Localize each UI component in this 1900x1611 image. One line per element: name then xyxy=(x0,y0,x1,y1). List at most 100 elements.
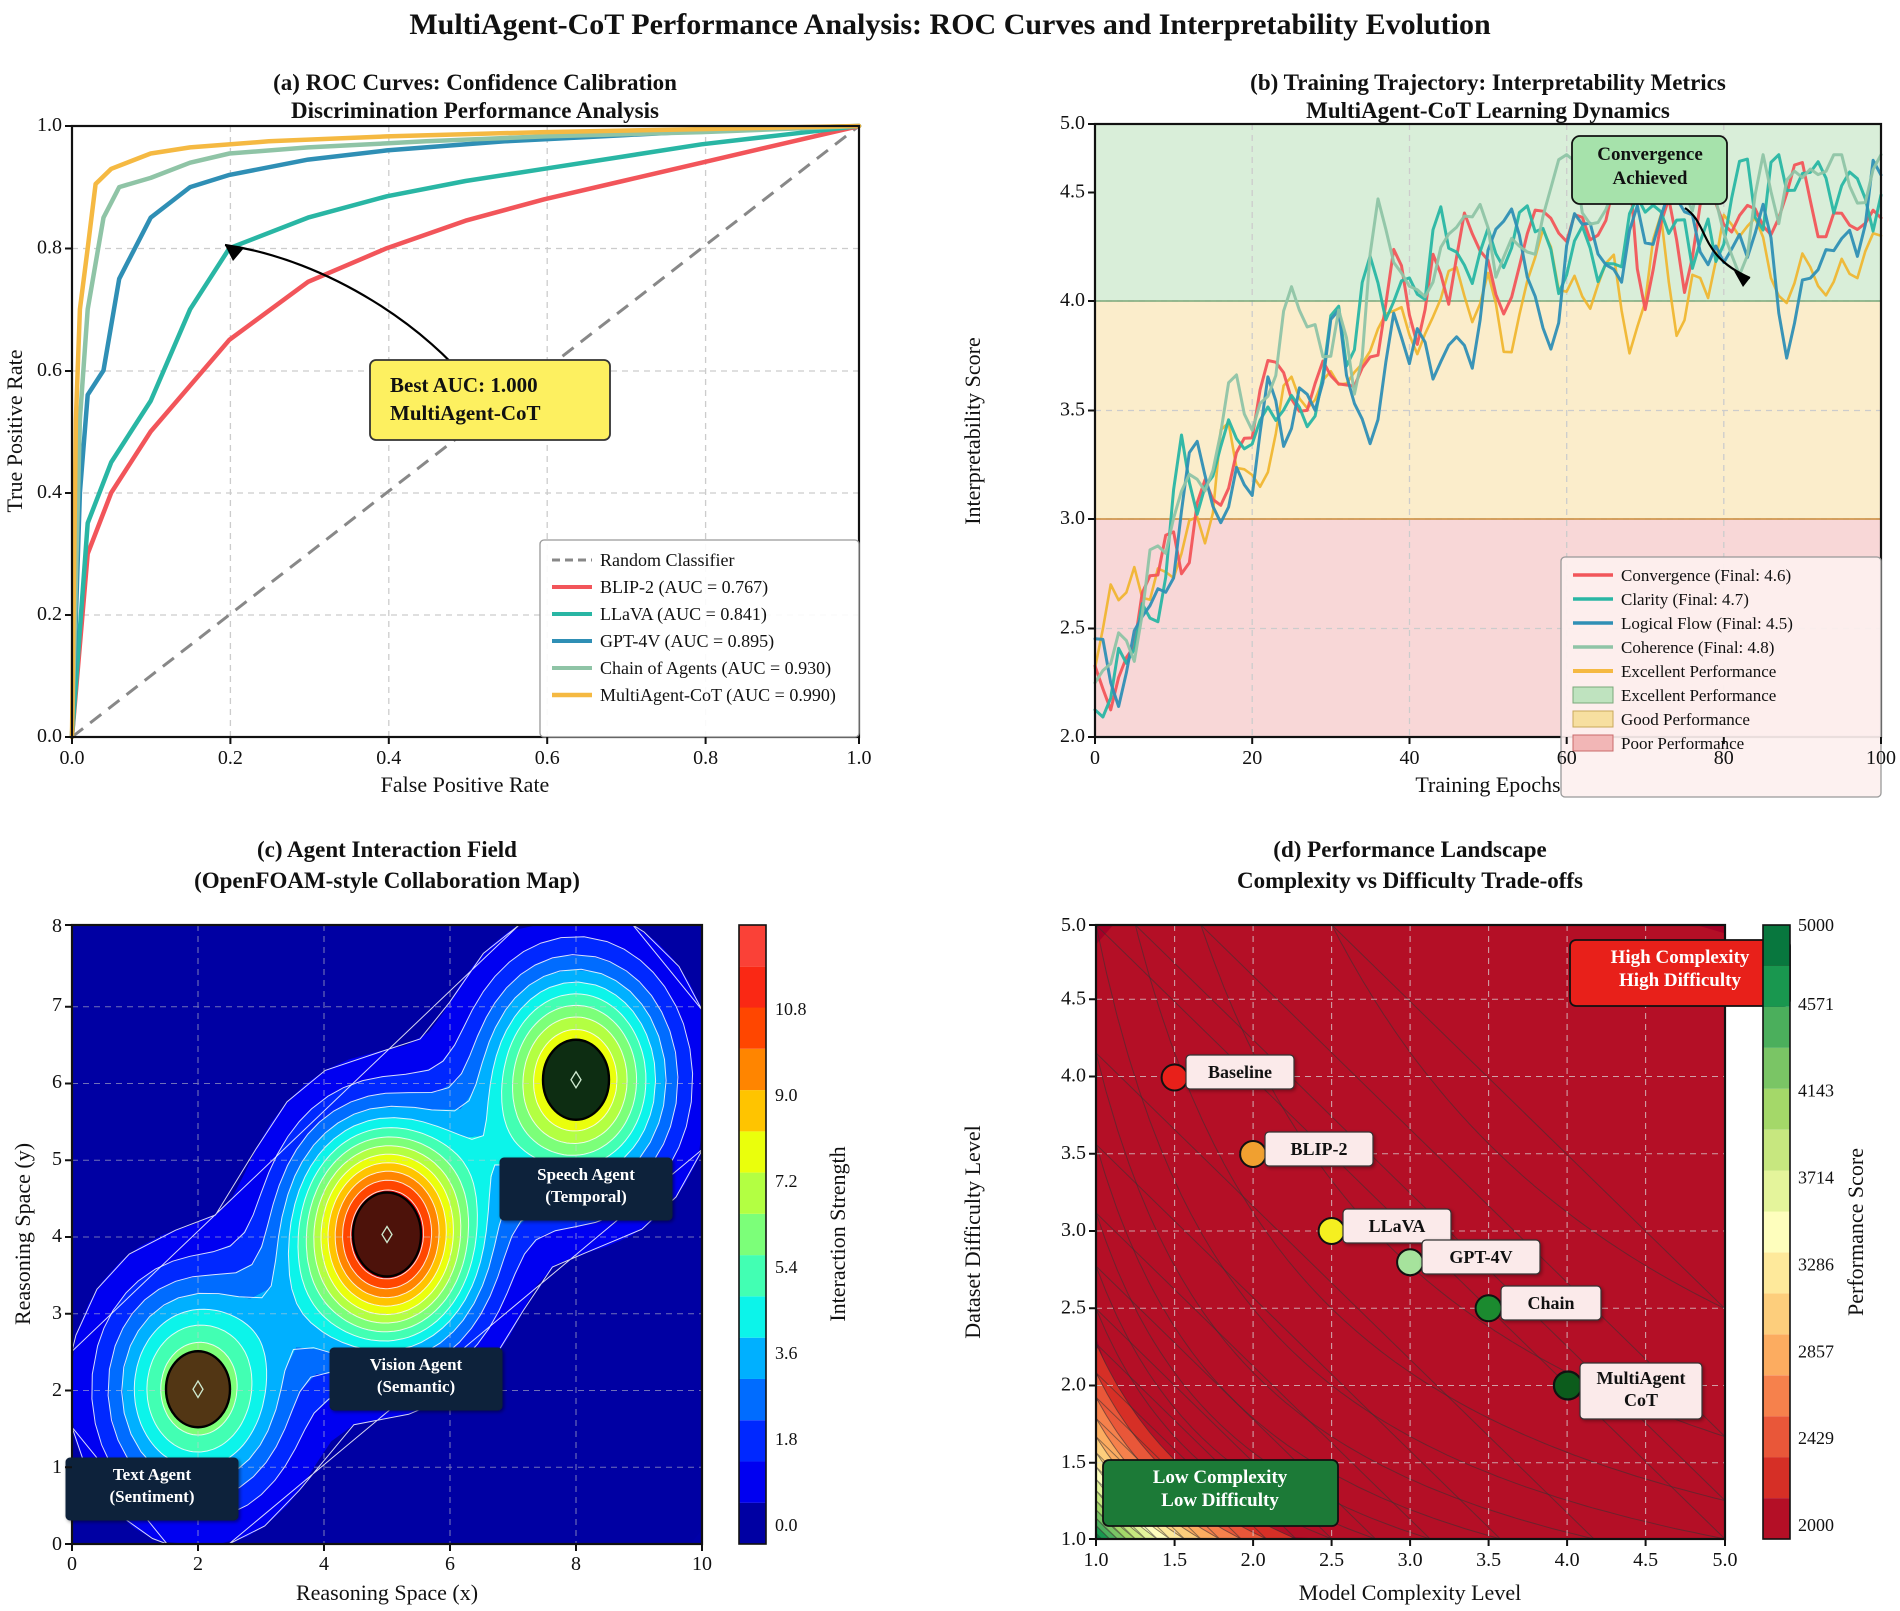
svg-text:0.2: 0.2 xyxy=(37,603,62,625)
svg-text:(d) Performance Landscape: (d) Performance Landscape xyxy=(1273,837,1546,862)
svg-text:Random Classifier: Random Classifier xyxy=(600,550,734,570)
svg-text:10: 10 xyxy=(692,1553,712,1575)
svg-text:1.0: 1.0 xyxy=(847,747,872,769)
svg-text:1.8: 1.8 xyxy=(775,1429,798,1449)
svg-text:0.6: 0.6 xyxy=(535,747,560,769)
svg-text:2.0: 2.0 xyxy=(1241,1549,1266,1571)
svg-text:2: 2 xyxy=(52,1379,62,1401)
svg-text:Clarity (Final: 4.7): Clarity (Final: 4.7) xyxy=(1621,590,1749,609)
svg-text:4: 4 xyxy=(319,1553,329,1575)
svg-text:0: 0 xyxy=(67,1553,77,1575)
svg-text:True Positive Rate: True Positive Rate xyxy=(2,350,27,513)
svg-text:Chain of Agents (AUC = 0.930): Chain of Agents (AUC = 0.930) xyxy=(600,658,831,679)
svg-text:20: 20 xyxy=(1242,747,1262,769)
svg-text:LLaVA (AUC = 0.841): LLaVA (AUC = 0.841) xyxy=(600,604,767,625)
svg-text:3.0: 3.0 xyxy=(1060,507,1085,529)
svg-text:Excellent Performance: Excellent Performance xyxy=(1621,662,1776,681)
svg-text:5.0: 5.0 xyxy=(1713,1549,1738,1571)
svg-text:BLIP-2 (AUC = 0.767): BLIP-2 (AUC = 0.767) xyxy=(600,577,768,598)
svg-text:4.0: 4.0 xyxy=(1555,1549,1580,1571)
svg-text:Training Epochs: Training Epochs xyxy=(1415,772,1560,797)
svg-text:Complexity vs Difficulty Trade: Complexity vs Difficulty Trade-offs xyxy=(1237,868,1583,893)
svg-text:3.0: 3.0 xyxy=(1398,1549,1423,1571)
svg-text:Good Performance: Good Performance xyxy=(1621,710,1750,729)
svg-text:LLaVA: LLaVA xyxy=(1369,1216,1426,1236)
svg-text:100: 100 xyxy=(1866,747,1896,769)
svg-text:2.0: 2.0 xyxy=(1060,725,1085,747)
svg-text:Performance Score: Performance Score xyxy=(1843,1148,1868,1316)
svg-text:6: 6 xyxy=(445,1553,455,1575)
svg-text:Speech Agent: Speech Agent xyxy=(537,1165,635,1184)
svg-text:MultiAgent: MultiAgent xyxy=(1597,1368,1686,1388)
svg-text:7.2: 7.2 xyxy=(775,1171,798,1191)
svg-text:2.5: 2.5 xyxy=(1319,1549,1344,1571)
svg-text:0.8: 0.8 xyxy=(37,237,62,259)
svg-text:4.5: 4.5 xyxy=(1060,181,1085,203)
svg-text:GPT-4V (AUC = 0.895): GPT-4V (AUC = 0.895) xyxy=(600,631,774,652)
svg-text:3.0: 3.0 xyxy=(1061,1219,1086,1241)
svg-text:0.0: 0.0 xyxy=(775,1515,798,1535)
svg-text:0.8: 0.8 xyxy=(693,747,718,769)
svg-text:Baseline: Baseline xyxy=(1208,1062,1272,1082)
svg-text:1.0: 1.0 xyxy=(1061,1528,1086,1550)
svg-text:3286: 3286 xyxy=(1798,1254,1834,1274)
svg-text:1.5: 1.5 xyxy=(1061,1451,1086,1473)
svg-text:Dataset Difficulty Level: Dataset Difficulty Level xyxy=(960,1125,985,1338)
svg-text:2429: 2429 xyxy=(1798,1428,1834,1448)
svg-text:0.4: 0.4 xyxy=(37,481,62,503)
svg-text:5.0: 5.0 xyxy=(1060,112,1085,134)
svg-text:BLIP-2: BLIP-2 xyxy=(1290,1139,1347,1159)
svg-text:2857: 2857 xyxy=(1798,1341,1834,1361)
svg-text:High Difficulty: High Difficulty xyxy=(1619,970,1741,991)
svg-text:3.5: 3.5 xyxy=(1476,1549,1501,1571)
svg-text:5.4: 5.4 xyxy=(775,1257,798,1277)
svg-text:MultiAgent-CoT: MultiAgent-CoT xyxy=(390,401,541,425)
svg-text:4.5: 4.5 xyxy=(1061,987,1086,1009)
svg-text:2.0: 2.0 xyxy=(1061,1374,1086,1396)
svg-text:(a) ROC Curves: Confidence Cal: (a) ROC Curves: Confidence Calibration xyxy=(273,70,677,95)
svg-text:(OpenFOAM-style Collaboration: (OpenFOAM-style Collaboration Map) xyxy=(194,868,580,893)
svg-text:Logical Flow (Final: 4.5): Logical Flow (Final: 4.5) xyxy=(1621,614,1793,633)
svg-text:2: 2 xyxy=(193,1553,203,1575)
svg-text:(c) Agent Interaction Field: (c) Agent Interaction Field xyxy=(257,837,517,862)
svg-text:GPT-4V: GPT-4V xyxy=(1449,1247,1512,1267)
svg-text:9.0: 9.0 xyxy=(775,1085,798,1105)
svg-text:4.5: 4.5 xyxy=(1633,1549,1658,1571)
svg-text:0.0: 0.0 xyxy=(60,747,85,769)
svg-text:Achieved: Achieved xyxy=(1613,168,1688,189)
svg-text:(b) Training Trajectory: Inter: (b) Training Trajectory: Interpretabilit… xyxy=(1250,70,1726,95)
svg-text:Reasoning Space (y): Reasoning Space (y) xyxy=(10,1143,35,1325)
svg-text:3.5: 3.5 xyxy=(1061,1142,1086,1164)
svg-text:Convergence (Final: 4.6): Convergence (Final: 4.6) xyxy=(1621,566,1791,585)
svg-text:3714: 3714 xyxy=(1798,1168,1834,1188)
svg-text:Text Agent: Text Agent xyxy=(113,1465,192,1484)
svg-text:3.5: 3.5 xyxy=(1060,399,1085,421)
svg-text:4571: 4571 xyxy=(1798,994,1834,1014)
svg-text:Low Difficulty: Low Difficulty xyxy=(1161,1490,1279,1511)
svg-text:2.5: 2.5 xyxy=(1061,1296,1086,1318)
svg-text:Best AUC: 1.000: Best AUC: 1.000 xyxy=(390,373,538,397)
svg-text:10.8: 10.8 xyxy=(775,999,807,1019)
svg-text:6: 6 xyxy=(52,1071,62,1093)
svg-text:8: 8 xyxy=(52,915,62,937)
svg-text:80: 80 xyxy=(1714,747,1734,769)
svg-text:1.0: 1.0 xyxy=(37,114,62,136)
svg-text:Chain: Chain xyxy=(1527,1293,1574,1313)
svg-text:1: 1 xyxy=(52,1456,62,1478)
svg-text:Interpretability Score: Interpretability Score xyxy=(960,337,985,525)
svg-text:(Semantic): (Semantic) xyxy=(377,1377,455,1396)
svg-text:2000: 2000 xyxy=(1798,1515,1834,1535)
svg-text:1.0: 1.0 xyxy=(1084,1549,1109,1571)
svg-text:Low Complexity: Low Complexity xyxy=(1153,1467,1288,1488)
svg-text:0.0: 0.0 xyxy=(37,725,62,747)
svg-text:3: 3 xyxy=(52,1302,62,1324)
svg-text:CoT: CoT xyxy=(1624,1390,1658,1410)
svg-text:Convergence: Convergence xyxy=(1597,144,1703,165)
svg-text:1.5: 1.5 xyxy=(1162,1549,1187,1571)
svg-text:4.0: 4.0 xyxy=(1061,1065,1086,1087)
svg-text:40: 40 xyxy=(1400,747,1420,769)
svg-text:MultiAgent-CoT (AUC = 0.990): MultiAgent-CoT (AUC = 0.990) xyxy=(600,685,836,706)
svg-text:5: 5 xyxy=(52,1148,62,1170)
svg-text:4.0: 4.0 xyxy=(1060,289,1085,311)
svg-text:Excellent Performance: Excellent Performance xyxy=(1621,686,1776,705)
